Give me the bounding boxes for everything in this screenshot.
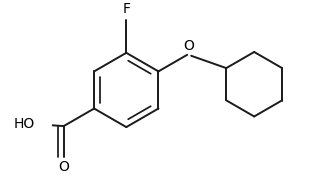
Text: O: O [58,160,69,174]
Text: F: F [122,2,130,16]
Text: HO: HO [14,117,35,131]
Text: O: O [183,39,194,53]
